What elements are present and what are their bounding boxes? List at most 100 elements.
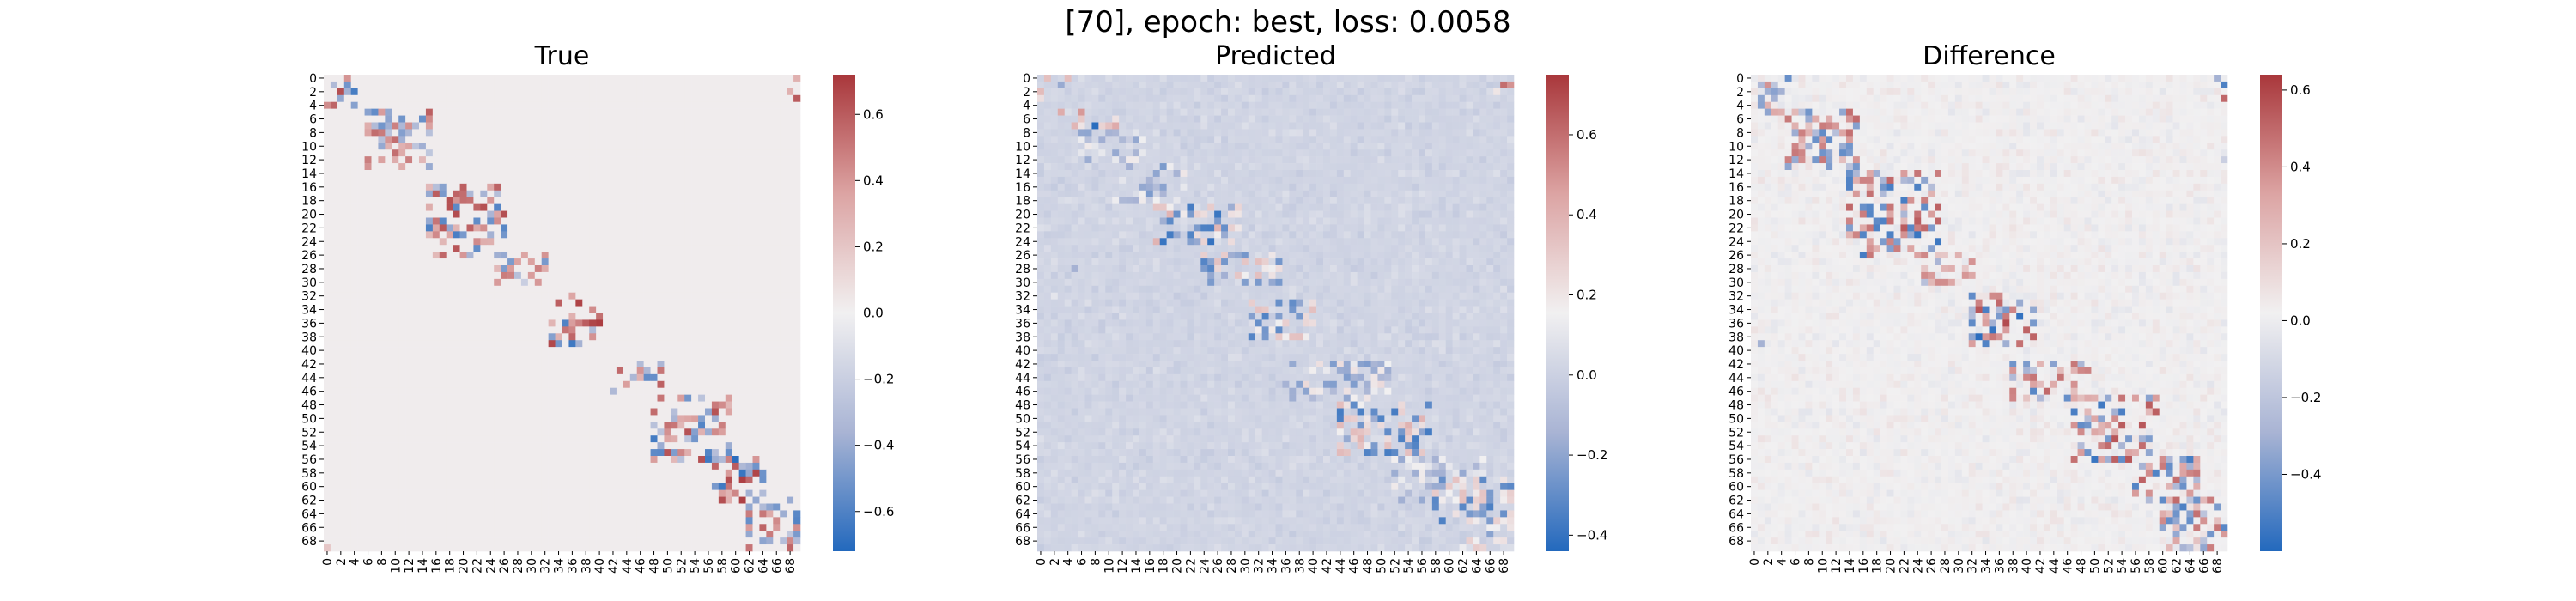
heatmap-cell: [378, 94, 386, 103]
heatmap-cell: [412, 88, 420, 96]
heatmap-cell: [684, 108, 692, 116]
heatmap-cell: [766, 115, 774, 123]
heatmap-cell: [732, 75, 739, 82]
heatmap-cell: [589, 75, 597, 82]
heatmap-cell: [534, 122, 543, 130]
heatmap-cell: [616, 122, 624, 130]
heatmap-cell: [596, 88, 604, 96]
heatmap-cell: [787, 115, 794, 123]
heatmap-cell: [745, 115, 753, 123]
heatmap-cell: [446, 75, 453, 82]
heatmap-cell: [453, 122, 460, 130]
heatmap-cell: [459, 108, 467, 116]
heatmap-cell: [357, 75, 365, 82]
heatmap-cell: [398, 129, 406, 137]
heatmap-cell: [691, 115, 699, 123]
heatmap-cell: [350, 88, 358, 96]
heatmap-cell: [343, 88, 352, 96]
heatmap-cell: [766, 108, 774, 116]
heatmap-cell: [705, 115, 713, 123]
heatmap-cell: [787, 101, 794, 109]
heatmap-cell: [473, 75, 481, 82]
heatmap-cell: [773, 81, 781, 89]
heatmap-cell: [657, 108, 665, 116]
heatmap-cell: [636, 88, 644, 96]
heatmap-cell: [677, 81, 685, 89]
heatmap-cell: [385, 108, 392, 116]
heatmap-cell: [610, 94, 617, 103]
heatmap-cell: [446, 88, 453, 96]
heatmap-cell: [337, 94, 345, 103]
heatmap-cell: [357, 129, 365, 137]
heatmap-cell: [392, 108, 399, 116]
heatmap-cell: [636, 115, 644, 123]
heatmap-cell: [541, 115, 549, 123]
heatmap-cell: [432, 81, 440, 89]
heatmap-cell: [596, 122, 604, 130]
heatmap-cell: [780, 115, 787, 123]
heatmap-cell: [766, 122, 774, 130]
heatmap-cell: [412, 122, 420, 130]
heatmap-cell: [405, 108, 413, 116]
heatmap-cell: [446, 81, 453, 89]
heatmap-cell: [732, 81, 739, 89]
heatmap-cell: [419, 81, 427, 89]
heatmap-cell: [575, 101, 583, 109]
heatmap-cell: [520, 115, 529, 123]
heatmap-cell: [555, 94, 562, 103]
heatmap-cell: [745, 101, 753, 109]
heatmap-cell: [643, 108, 651, 116]
heatmap-cell: [494, 108, 501, 116]
heatmap-cell: [664, 115, 671, 123]
heatmap-cell: [527, 75, 536, 82]
heatmap-cell: [507, 75, 515, 82]
heatmap-cell: [698, 122, 706, 130]
heatmap-cell: [412, 108, 420, 116]
heatmap-cell: [350, 108, 358, 116]
heatmap-cell: [487, 94, 495, 103]
heatmap-cell: [392, 88, 399, 96]
heatmap-cell: [357, 94, 365, 103]
heatmap-cell: [350, 94, 358, 103]
heatmap-cell: [548, 88, 556, 96]
heatmap-cell: [480, 101, 488, 109]
heatmap-cell: [555, 108, 562, 116]
heatmap-cell: [718, 75, 726, 82]
heatmap-cell: [473, 101, 481, 109]
heatmap-cell: [439, 108, 447, 116]
heatmap-cell: [568, 88, 576, 96]
heatmap-cell: [541, 88, 549, 96]
heatmap-cell: [671, 75, 678, 82]
heatmap-cell: [371, 122, 379, 130]
heatmap-cell: [684, 122, 692, 130]
heatmap-cell: [711, 88, 720, 96]
heatmap-cell: [548, 115, 556, 123]
heatmap-cell: [610, 122, 617, 130]
heatmap-cell: [439, 81, 447, 89]
heatmap-cell: [419, 129, 427, 137]
heatmap-cell: [350, 122, 358, 130]
heatmap-cell: [432, 88, 440, 96]
heatmap-cell: [405, 88, 413, 96]
heatmap-cell: [487, 108, 495, 116]
heatmap-cell: [541, 108, 549, 116]
heatmap-cell: [575, 94, 583, 103]
heatmap-cell: [773, 75, 781, 82]
heatmap-cell: [466, 122, 474, 130]
heatmap-cell: [439, 115, 447, 123]
heatmap-cell: [330, 81, 338, 89]
heatmap-cell: [610, 101, 617, 109]
heatmap-cell: [677, 108, 685, 116]
heatmap-cell: [541, 122, 549, 130]
heatmap-cell: [759, 81, 767, 89]
heatmap-cell: [330, 88, 338, 96]
heatmap-cell: [780, 108, 787, 116]
heatmap-cell: [555, 115, 562, 123]
heatmap-cell: [466, 101, 474, 109]
heatmap-cell: [520, 94, 529, 103]
heatmap-cell: [378, 129, 386, 137]
heatmap-cell: [405, 101, 413, 109]
heatmap-cell: [507, 81, 515, 89]
heatmap-cell: [419, 108, 427, 116]
heatmap-cell: [405, 115, 413, 123]
